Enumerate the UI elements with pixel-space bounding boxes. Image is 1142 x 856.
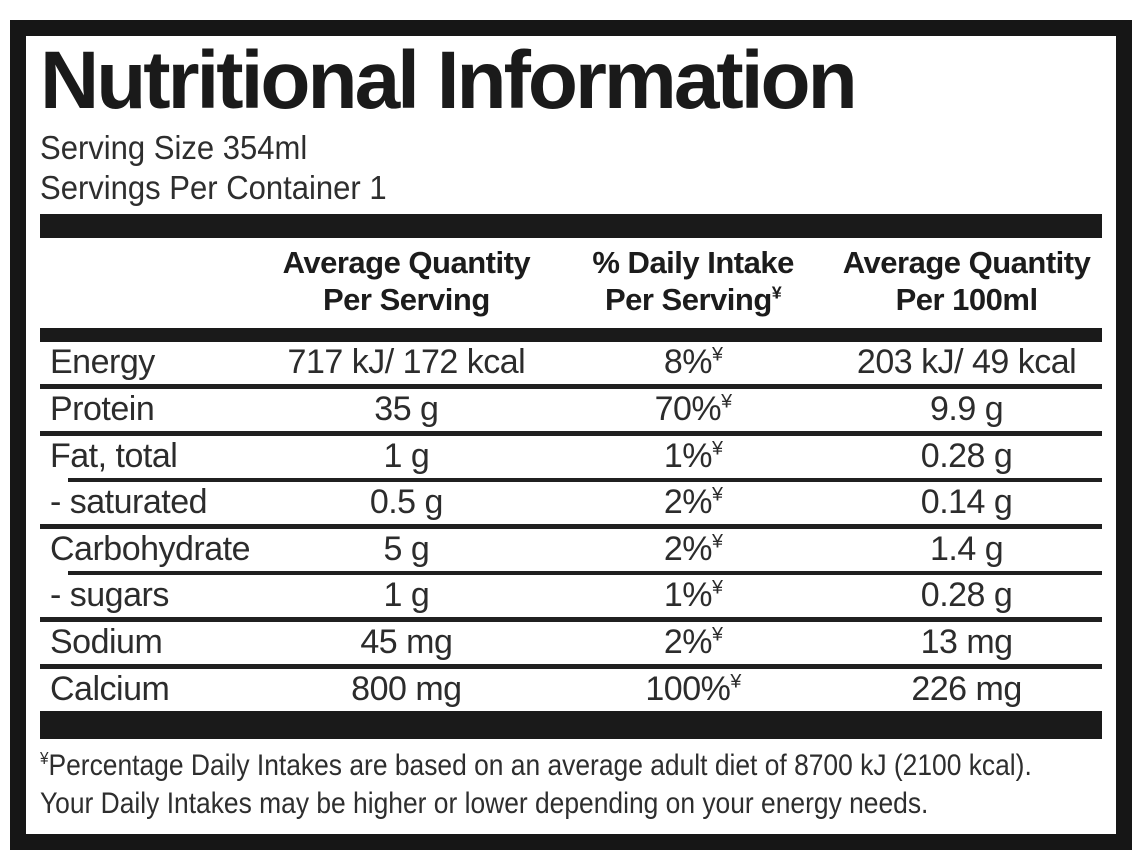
footnote-symbol: ¥ <box>711 577 723 600</box>
nutrient-name: Sodium <box>50 623 163 662</box>
separator-bar-top <box>40 213 1102 238</box>
row-divider <box>68 570 1102 575</box>
per-100ml-value: 1.4 g <box>930 530 1004 569</box>
row-divider <box>40 523 1102 529</box>
header-per-100ml-line2: Per 100ml <box>895 281 1038 317</box>
footnote-symbol: ¥ <box>711 531 723 554</box>
table-row: Protein 35 g 70%¥ 9.9 g <box>40 389 1102 431</box>
footnote-symbol: ¥ <box>711 484 723 507</box>
header-daily-intake-line2: Per Serving¥ <box>555 281 831 318</box>
footnote-symbol: ¥ <box>711 344 723 367</box>
table-row: - sugars 1 g 1%¥ 0.28 g <box>40 575 1102 617</box>
table-row: - saturated 0.5 g 2%¥ 0.14 g <box>40 482 1102 524</box>
daily-intake-percent: 2% <box>663 623 713 662</box>
daily-intake-percent: 8% <box>663 343 713 382</box>
per-serving-value: 717 kJ/ 172 kcal <box>287 343 526 382</box>
nutrient-name: - saturated <box>50 483 208 522</box>
table-row: Sodium 45 mg 2%¥ 13 mg <box>40 622 1102 664</box>
daily-intake-value: 2%¥ <box>555 530 831 569</box>
daily-intake-percent: 1% <box>663 437 713 476</box>
label-frame: Nutritional Information Serving Size 354… <box>10 20 1132 850</box>
per-serving-value: 0.5 g <box>369 483 444 522</box>
table-header-row: Average Quantity Per Serving % Daily Int… <box>40 238 1102 328</box>
header-per-100ml: Average Quantity Per 100ml <box>831 244 1102 318</box>
footnote: ¥Percentage Daily Intakes are based on a… <box>40 747 1102 823</box>
per-100ml-value: 226 mg <box>911 670 1022 709</box>
daily-intake-value: 1%¥ <box>555 437 831 476</box>
nutrient-name: Carbohydrate <box>50 530 251 569</box>
header-daily-intake-line2-text: Per Serving <box>604 281 772 317</box>
header-per-100ml-line1: Average Quantity <box>842 244 1091 280</box>
header-per-serving-line2: Per Serving <box>322 281 490 317</box>
daily-intake-percent: 100% <box>645 670 731 709</box>
per-serving-value: 5 g <box>383 530 430 569</box>
per-serving-value: 1 g <box>383 437 430 476</box>
footnote-line-1-text: Percentage Daily Intakes are based on an… <box>48 748 1032 782</box>
daily-intake-value: 100%¥ <box>555 670 831 709</box>
footnote-line-1: ¥Percentage Daily Intakes are based on a… <box>40 747 1032 785</box>
footnote-line-2: Your Daily Intakes may be higher or lowe… <box>40 786 929 820</box>
table-row: Calcium 800 mg 100%¥ 226 mg <box>40 669 1102 711</box>
row-divider <box>40 383 1102 389</box>
per-serving-value: 45 mg <box>360 623 453 662</box>
servings-per-container-text: Servings Per Container 1 <box>40 168 387 206</box>
per-serving-value: 800 mg <box>351 670 462 709</box>
footnote-symbol: ¥ <box>711 438 723 461</box>
footnote-symbol: ¥ <box>771 282 782 303</box>
nutrient-name: - sugars <box>50 576 169 615</box>
per-100ml-value: 203 kJ/ 49 kcal <box>856 343 1077 382</box>
row-divider <box>68 477 1102 482</box>
per-100ml-value: 9.9 g <box>930 390 1004 429</box>
daily-intake-value: 2%¥ <box>555 623 831 662</box>
row-divider <box>40 430 1102 436</box>
per-100ml-value: 0.14 g <box>920 483 1013 522</box>
per-100ml-value: 13 mg <box>920 623 1013 662</box>
daily-intake-percent: 2% <box>663 530 713 569</box>
per-serving-value: 35 g <box>374 390 439 429</box>
header-daily-intake-line1: % Daily Intake <box>592 244 794 280</box>
row-divider <box>40 663 1102 669</box>
header-daily-intake: % Daily Intake Per Serving¥ <box>555 244 831 318</box>
per-100ml-value: 0.28 g <box>920 437 1013 476</box>
nutrient-name: Protein <box>50 390 155 429</box>
header-per-serving-line1: Average Quantity <box>282 244 531 280</box>
page-title: Nutritional Information <box>40 35 858 126</box>
table-row: Fat, total 1 g 1%¥ 0.28 g <box>40 436 1102 478</box>
footnote-symbol: ¥ <box>721 391 732 414</box>
footnote-symbol: ¥ <box>40 747 49 768</box>
daily-intake-percent: 1% <box>663 576 713 615</box>
footnote-symbol: ¥ <box>730 671 741 694</box>
nutrient-name: Fat, total <box>50 437 178 476</box>
daily-intake-percent: 70% <box>654 390 722 429</box>
daily-intake-value: 1%¥ <box>555 576 831 615</box>
per-100ml-value: 0.28 g <box>920 576 1013 615</box>
header-per-serving: Average Quantity Per Serving <box>258 244 555 318</box>
per-serving-value: 1 g <box>383 576 430 615</box>
nutrient-name: Calcium <box>50 670 170 709</box>
table-body: Energy 717 kJ/ 172 kcal 8%¥ 203 kJ/ 49 kcal… <box>40 342 1102 711</box>
daily-intake-value: 8%¥ <box>555 343 831 382</box>
serving-size-text: Serving Size 354ml <box>40 128 308 166</box>
table-row: Carbohydrate 5 g 2%¥ 1.4 g <box>40 529 1102 571</box>
row-divider <box>40 616 1102 622</box>
daily-intake-value: 2%¥ <box>555 483 831 522</box>
separator-bar-bottom <box>40 710 1102 739</box>
table-row: Energy 717 kJ/ 172 kcal 8%¥ 203 kJ/ 49 kcal <box>40 342 1102 384</box>
footnote-symbol: ¥ <box>711 624 723 647</box>
daily-intake-percent: 2% <box>663 483 713 522</box>
nutrient-name: Energy <box>50 343 155 382</box>
separator-bar-header <box>40 327 1102 342</box>
daily-intake-value: 70%¥ <box>555 390 831 429</box>
